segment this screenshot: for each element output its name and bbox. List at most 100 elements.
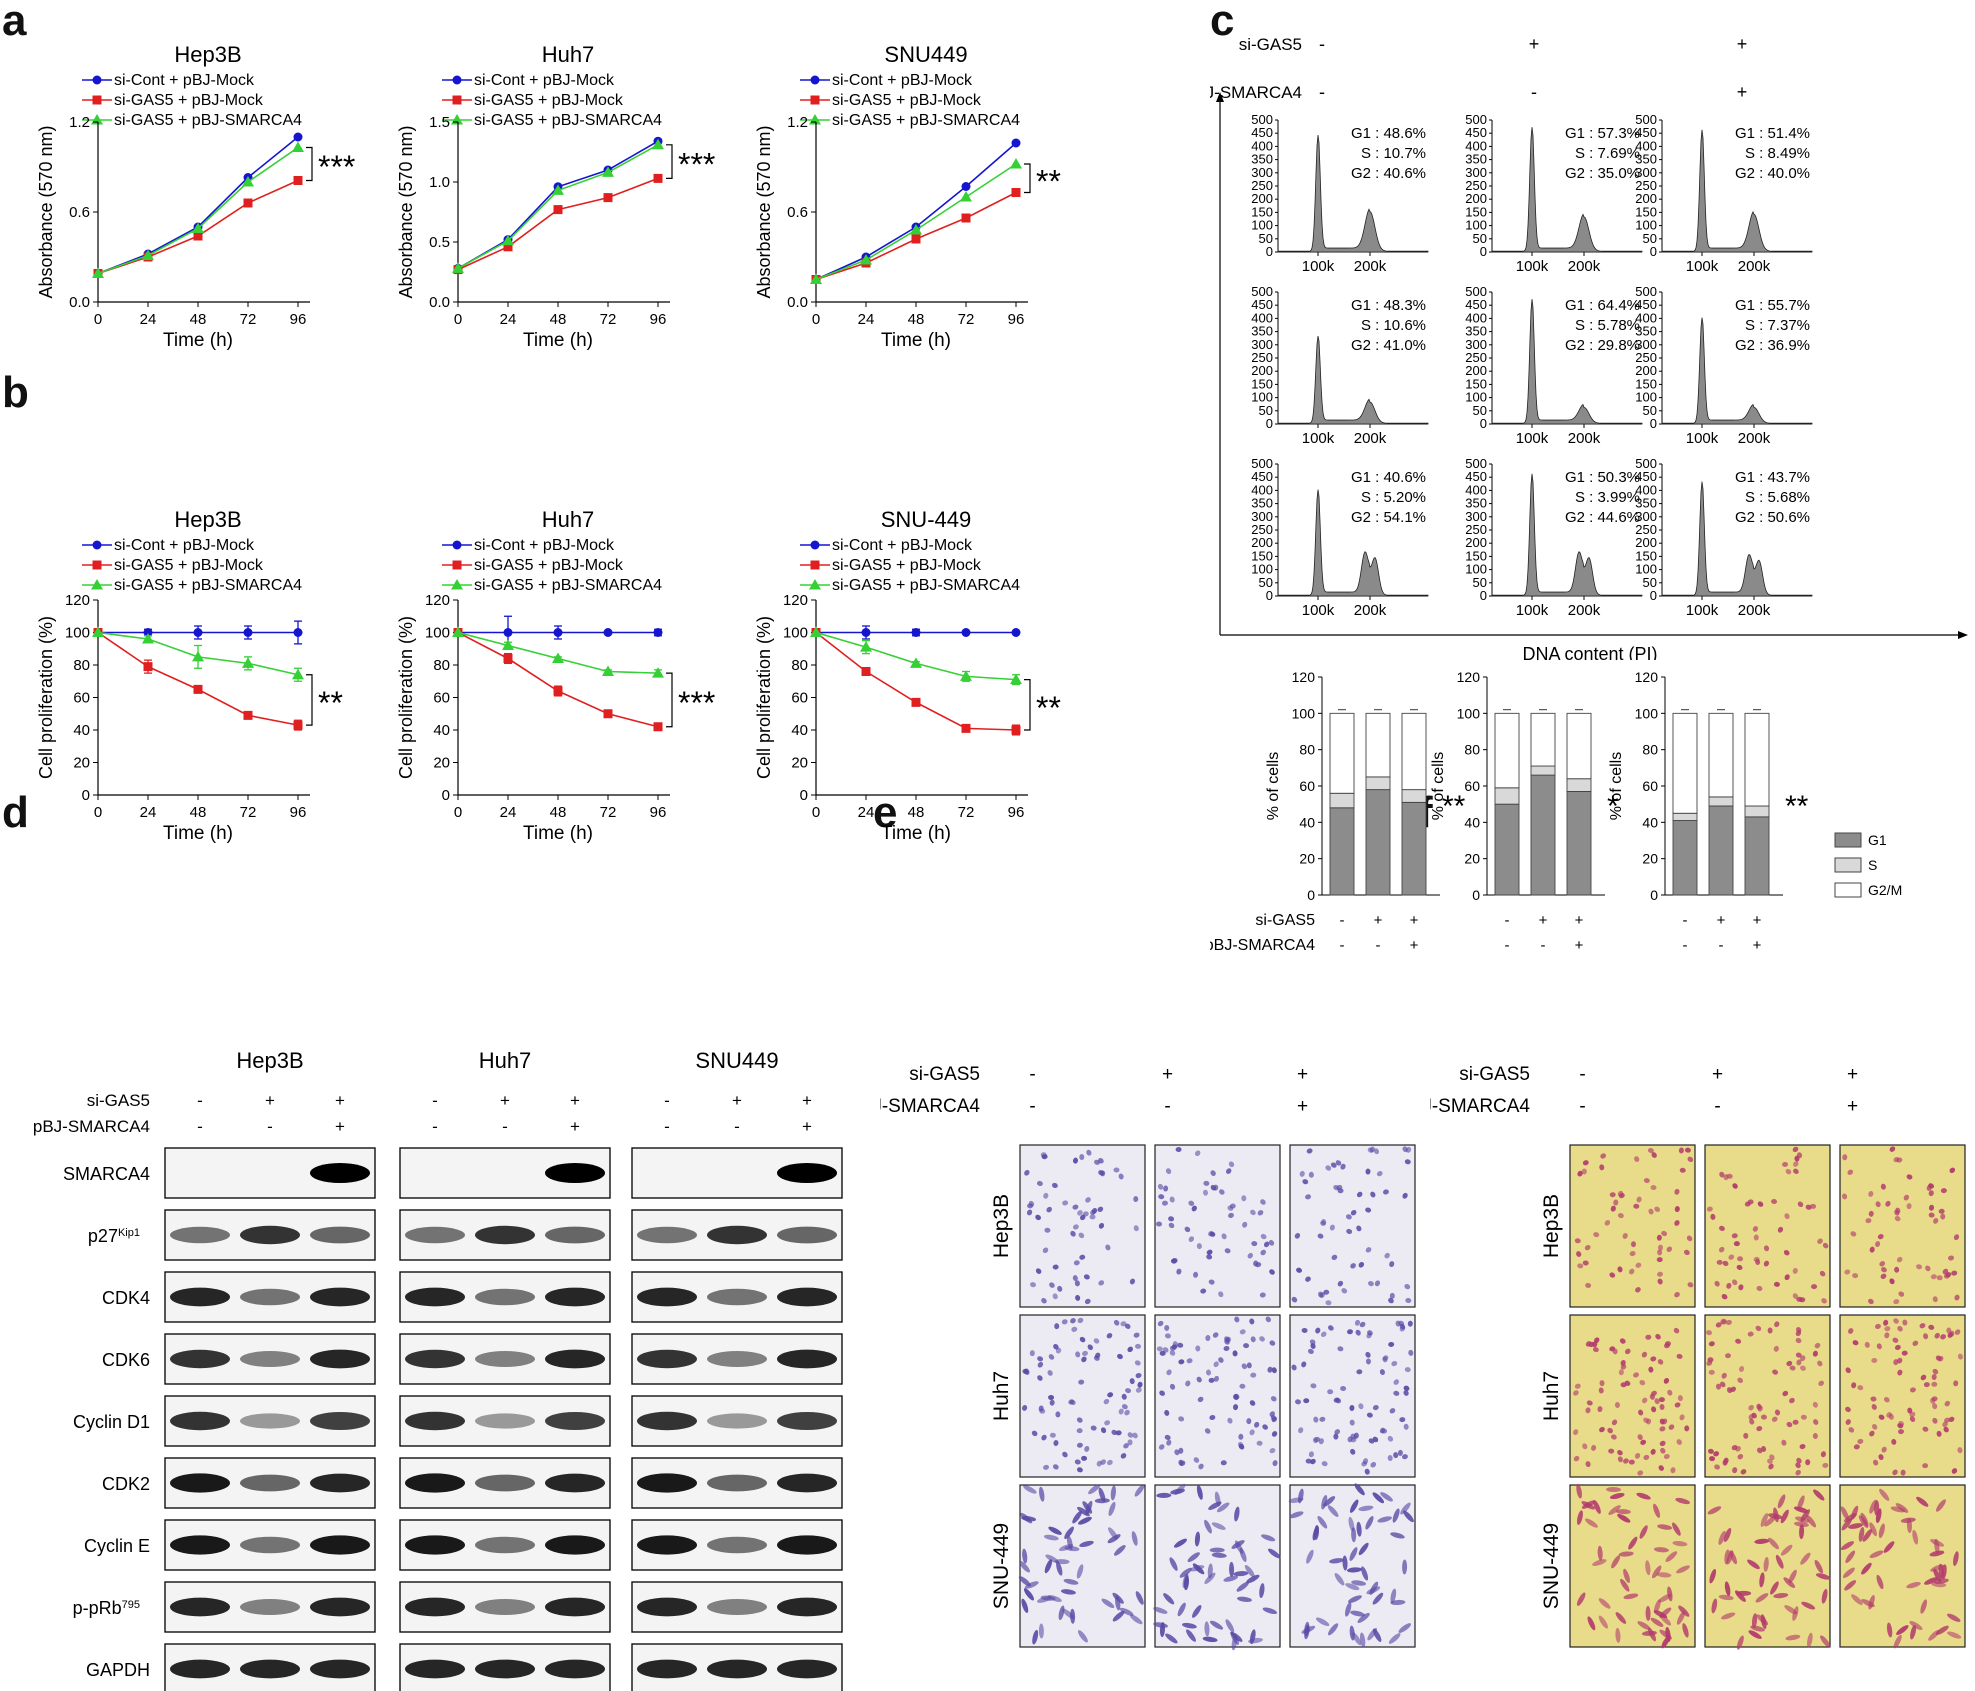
stained-cell [1785,1634,1801,1641]
stained-cell [1269,1340,1276,1346]
cond-sign-sigas: + [1737,34,1748,54]
stained-cell [1760,1513,1769,1527]
stained-cell [1811,1284,1818,1290]
wb-protein-label: SMARCA4 [63,1164,150,1184]
x-tick-label: 24 [140,311,157,328]
data-point [243,628,253,637]
wb-band [777,1597,837,1617]
stained-cell [1061,1319,1068,1325]
stained-cell [1812,1350,1818,1357]
stained-cell [1617,1449,1623,1456]
stained-cell [1132,1432,1138,1439]
stained-cell [1262,1607,1278,1615]
stacked-bar-segment [1494,803,1520,896]
stained-cell [1748,1404,1754,1411]
stained-cell [1080,1214,1086,1221]
stained-cell [1737,1453,1744,1460]
stained-cell [1076,1442,1083,1448]
hist-y-tick-label: 150 [1635,204,1657,219]
stained-cell [1318,1291,1324,1298]
stained-cell [1121,1393,1127,1400]
data-point [192,650,204,662]
stained-cell [1365,1515,1374,1530]
stained-cell [1110,1485,1116,1501]
stained-cell [1181,1622,1197,1629]
y-tick-label: 0 [800,787,808,804]
stained-cell [1210,1184,1217,1191]
stained-cell [1238,1433,1244,1440]
cell-cycle-stat: G1 : 40.6% [1351,469,1426,486]
stained-cell [1623,1568,1630,1584]
stained-cell [1399,1323,1406,1330]
bar-sign-pbj: - [1541,937,1546,954]
x-axis-label: Time (h) [523,330,593,351]
stained-cell [1323,1289,1330,1295]
stained-cell [1127,1346,1133,1353]
wb-band [310,1473,370,1493]
stained-cell [1319,1416,1326,1422]
wb-band [170,1473,230,1493]
stained-cell [1869,1430,1875,1437]
stained-cell [1799,1297,1806,1303]
stained-cell [1037,1361,1044,1368]
x-tick-label: 96 [290,804,307,821]
micro-row-label: SNU-449 [990,1523,1013,1609]
stained-cell [1131,1531,1138,1546]
stained-cell [1077,1506,1090,1517]
stained-cell [1268,1548,1281,1559]
stained-cell [1270,1415,1277,1421]
stained-cell [1182,1573,1189,1589]
stained-cell [1609,1492,1625,1500]
stained-cell [1094,1498,1110,1504]
stained-cell [1858,1515,1869,1528]
y-tick-label: 100 [783,625,808,642]
cell-cycle-stat: G1 : 50.3% [1565,469,1640,486]
hist-y-tick-label: 300 [1251,165,1273,180]
stained-cell [1851,1382,1857,1389]
stained-cell [1715,1322,1722,1328]
stained-cell [1268,1239,1275,1246]
stained-cell [1756,1426,1763,1432]
stained-cell [1049,1432,1056,1438]
stained-cell [1647,1147,1654,1154]
stained-cell [1350,1209,1357,1216]
stained-cell [1933,1217,1939,1224]
stained-cell [1774,1321,1780,1328]
y-tick-label: 120 [65,592,90,609]
hist-y-tick-label: 300 [1635,337,1657,352]
stained-cell [1053,1343,1059,1350]
stained-cell [1653,1503,1661,1518]
stacked-bar-segment [1494,787,1520,805]
data-point [503,628,513,637]
stained-cell [1043,1192,1049,1199]
stained-cell [1880,1273,1887,1280]
stained-cell [1935,1355,1942,1361]
stained-cell [1361,1566,1369,1581]
stained-cell [1249,1429,1255,1436]
stained-cell [1397,1449,1403,1456]
hist-y-tick-label: 250 [1251,350,1273,365]
stained-cell [1636,1196,1642,1203]
wb-band [405,1473,465,1493]
stained-cell [1048,1526,1062,1535]
stained-cell [1081,1356,1087,1363]
significance-bracket [306,674,313,726]
stained-cell [1707,1506,1722,1515]
hist-y-tick-label: 450 [1251,469,1273,484]
hist-y-tick-label: 450 [1465,125,1487,140]
stained-cell [1925,1265,1931,1272]
wb-band [310,1535,370,1555]
stained-cell [1153,1622,1168,1628]
data-point [960,670,972,681]
hist-y-tick-label: 500 [1635,456,1657,471]
x-tick-label: 48 [190,804,207,821]
stained-cell [1598,1598,1611,1609]
cell-cycle-stat: S : 5.20% [1361,489,1426,506]
stained-cell [1196,1243,1202,1250]
stained-cell [1721,1372,1727,1379]
hist-y-tick-label: 50 [1643,575,1657,590]
